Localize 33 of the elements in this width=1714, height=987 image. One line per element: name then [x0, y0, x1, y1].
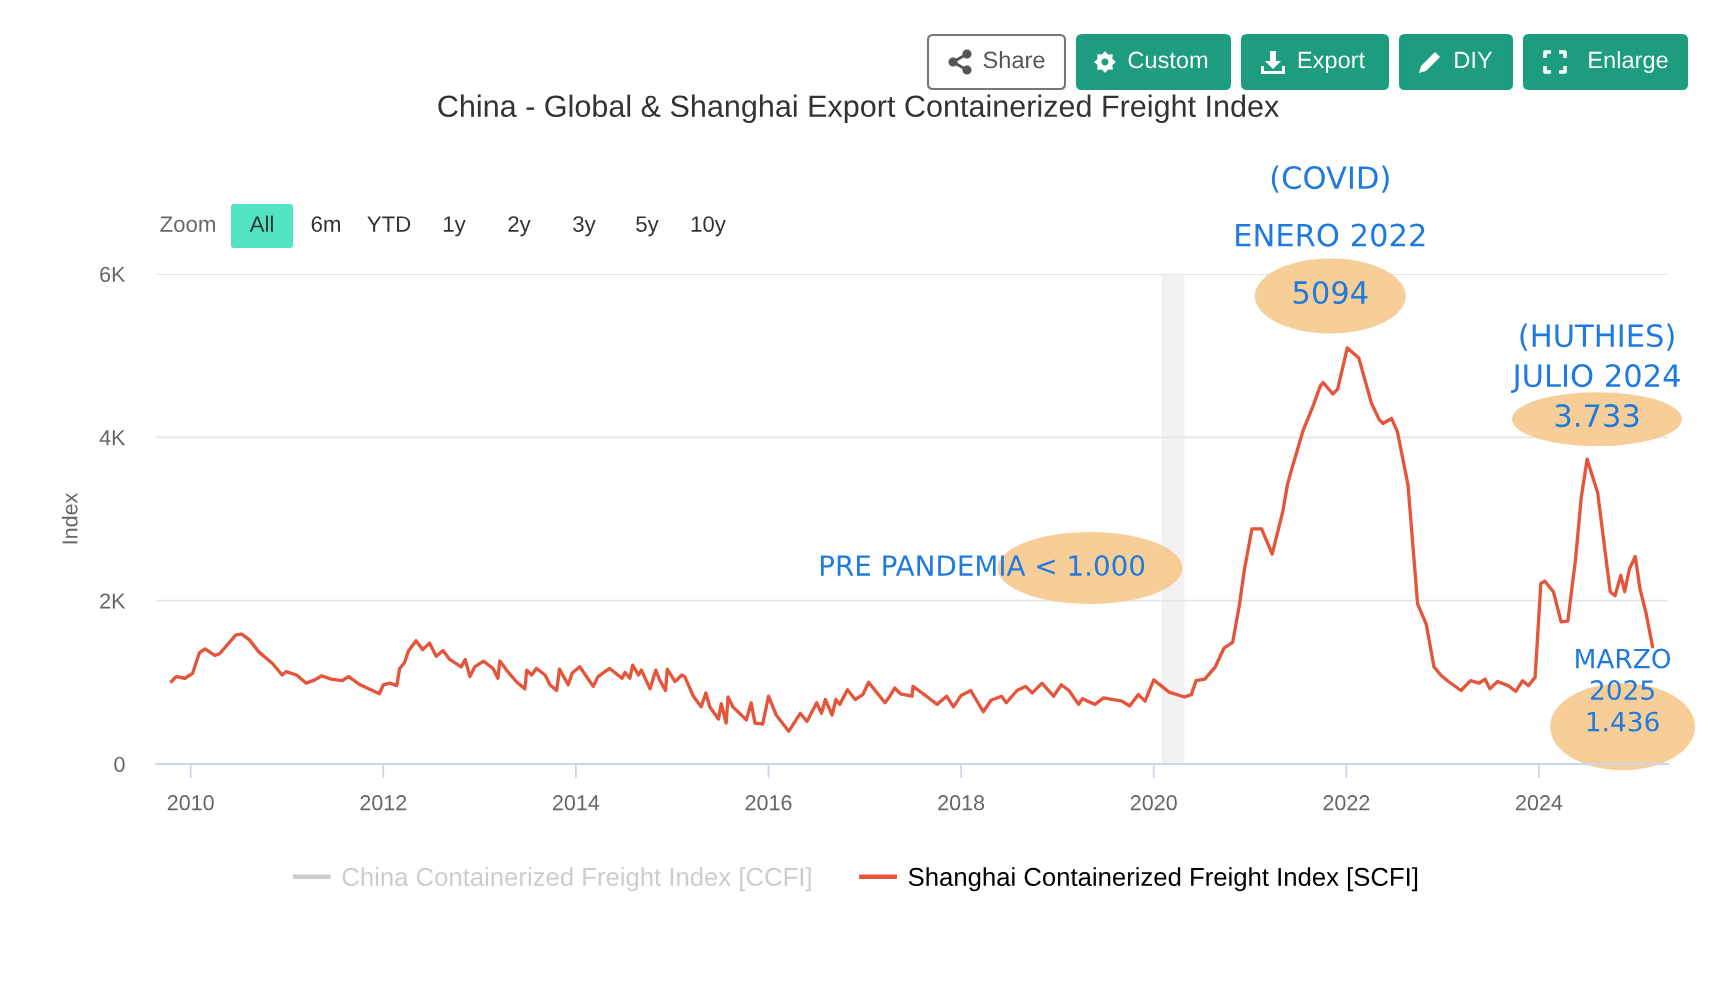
text: 3y — [573, 216, 596, 237]
text: Share — [983, 51, 1045, 69]
y-tick-label: 2K — [100, 593, 126, 609]
x-tick-label: 2022 — [1323, 795, 1370, 811]
text: 10y — [691, 216, 726, 237]
text: Custom — [1128, 51, 1208, 69]
x-tick-label: 2016 — [745, 795, 792, 811]
annotation: PRE PANDEMIA < 1.000 — [820, 555, 1145, 577]
legend-label: Shanghai Containerized Freight Index [SCFI] — [908, 867, 1418, 892]
text: 1y — [443, 216, 466, 237]
text: Export — [1298, 51, 1365, 73]
text: Zoom — [160, 216, 215, 232]
annotation: (HUTHIES) JULIO 2024 3.733 — [1511, 323, 1680, 428]
x-tick-label: 2014 — [553, 795, 600, 811]
chart-title: China - Global & Shanghai Export Containerized Freight Index — [438, 94, 1279, 124]
y-tick-label: 6K — [100, 266, 126, 283]
annotation: (COVID) ENERO 2022 5094 — [1236, 165, 1425, 305]
y-tick-label: 0 — [114, 756, 125, 773]
y-axis-title: Index — [61, 492, 78, 544]
x-tick-label: 2018 — [938, 795, 985, 811]
x-tick-label: 2010 — [167, 795, 214, 811]
text: Enlarge — [1589, 51, 1668, 73]
text: All — [249, 215, 273, 232]
x-tick-label: 2024 — [1516, 795, 1563, 811]
text: DIY — [1455, 51, 1493, 69]
annotation: MARZO 2025 1.436 — [1576, 648, 1671, 732]
text: 5y — [636, 216, 659, 237]
text: YTD — [367, 216, 411, 232]
y-tick-label: 4K — [99, 430, 126, 446]
x-tick-label: 2020 — [1130, 795, 1177, 811]
text: 6m — [311, 216, 340, 232]
text: 2y — [508, 216, 531, 237]
x-tick-label: 2012 — [360, 795, 407, 811]
